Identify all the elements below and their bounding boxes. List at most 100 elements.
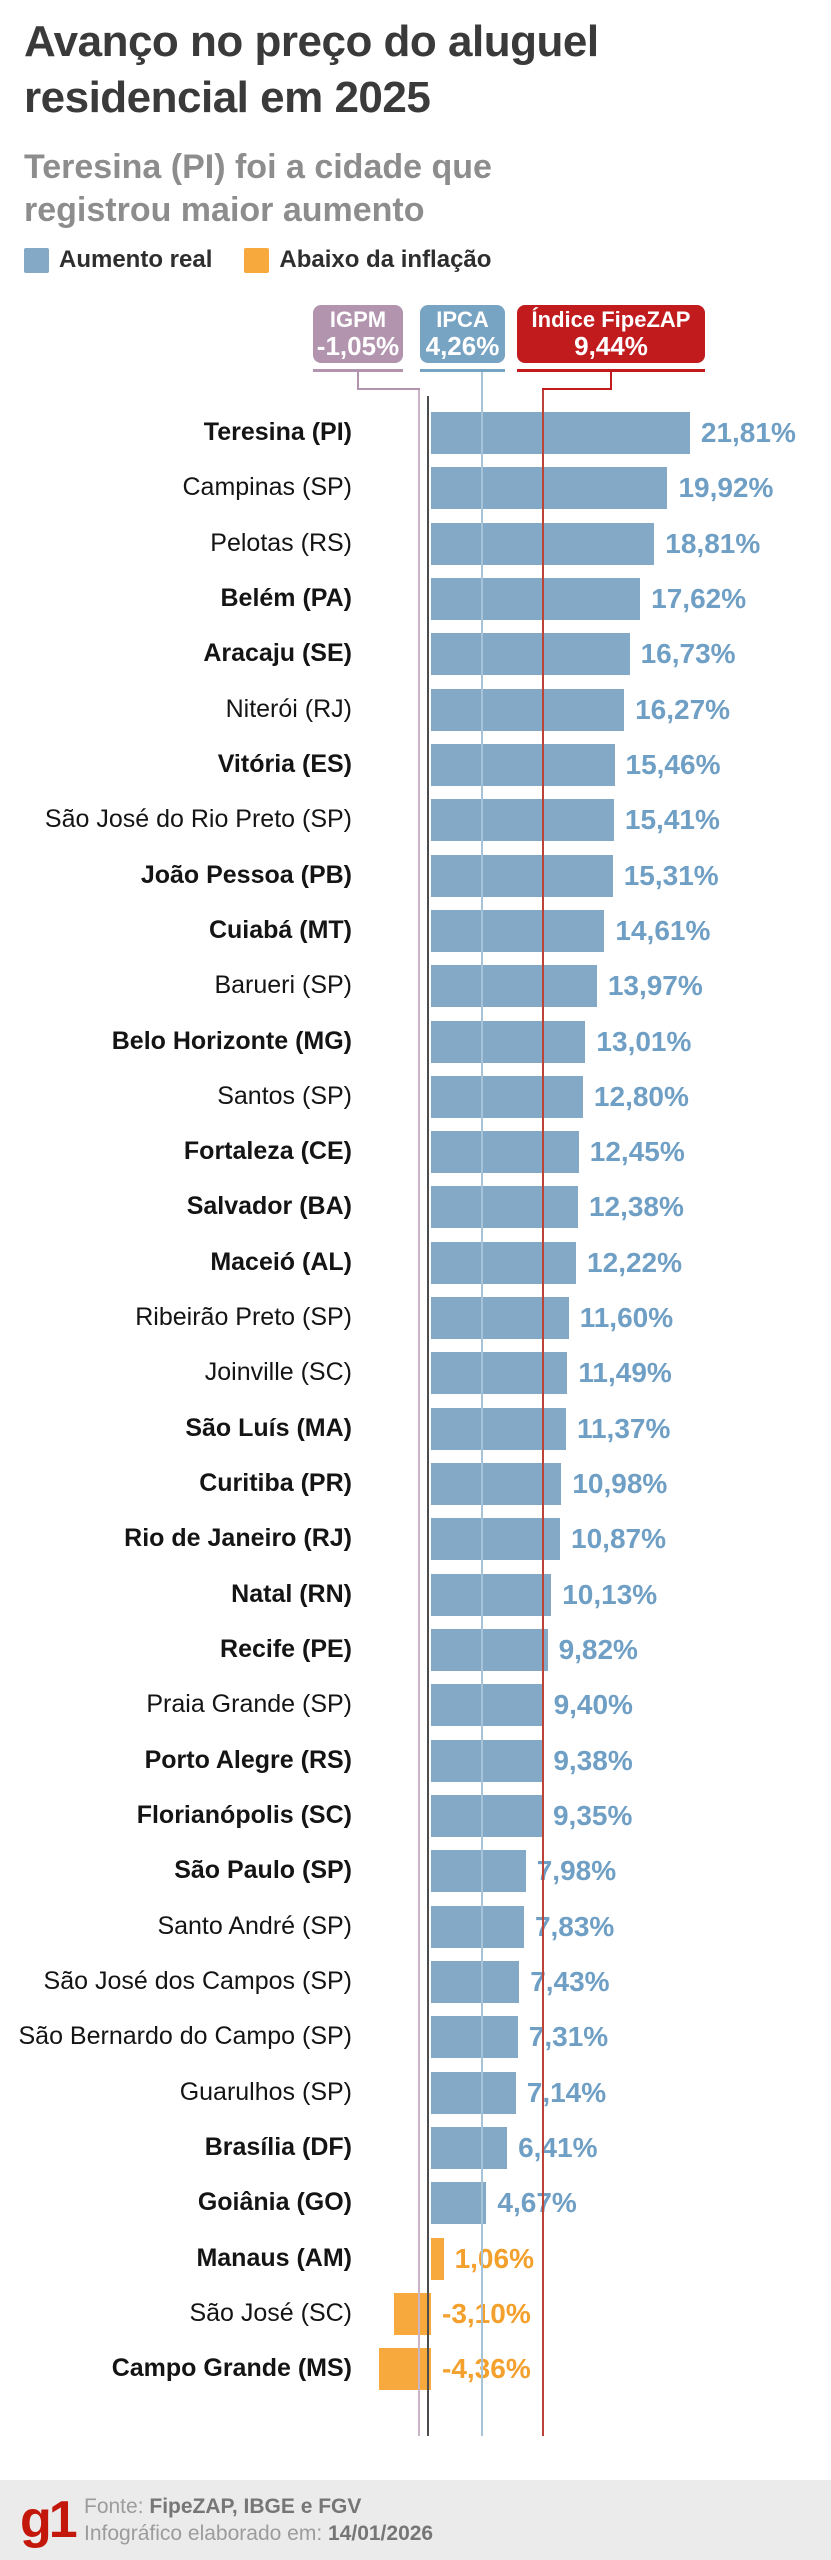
legend-swatch-below-inflation bbox=[244, 247, 270, 273]
city-label: Recife (PE) bbox=[220, 1635, 352, 1664]
value-label: 6,41% bbox=[518, 2131, 598, 2163]
city-label: Aracaju (SE) bbox=[203, 639, 352, 668]
bar bbox=[431, 577, 641, 620]
value-label: 15,31% bbox=[623, 859, 719, 891]
bar-row: Barueri (SP) 13,97% bbox=[0, 958, 831, 1013]
value-label: 10,98% bbox=[572, 1468, 668, 1500]
bar-row: Porto Alegre (RS) 9,38% bbox=[0, 1733, 831, 1788]
value-label: 14,61% bbox=[615, 914, 711, 946]
marker-igpm-underline bbox=[313, 369, 403, 372]
bar-row: Belém (PA) 17,62% bbox=[0, 571, 831, 626]
bar bbox=[431, 2126, 508, 2169]
g1-logo: g1 bbox=[20, 2491, 78, 2549]
bar bbox=[431, 965, 597, 1008]
city-label: Natal (RN) bbox=[231, 1579, 352, 1608]
bar-row: Salvador (BA) 12,38% bbox=[0, 1179, 831, 1234]
city-label: São Paulo (SP) bbox=[174, 1856, 352, 1885]
city-label: Maceió (AL) bbox=[210, 1247, 352, 1276]
bar bbox=[431, 1020, 586, 1063]
value-label: 9,40% bbox=[553, 1689, 633, 1721]
bar bbox=[431, 909, 605, 952]
marker-ipca: IPCA 4,26% bbox=[420, 305, 505, 372]
value-label: 15,46% bbox=[625, 748, 721, 780]
bar bbox=[431, 1352, 568, 1395]
bar bbox=[431, 1241, 577, 1284]
footer-text: Fonte: FipeZAP, IBGE e FGV Infográfico e… bbox=[84, 2494, 433, 2546]
city-label: Guarulhos (SP) bbox=[179, 2077, 352, 2106]
bar-row: São Bernardo do Campo (SP) 7,31% bbox=[0, 2009, 831, 2064]
value-label: 16,73% bbox=[640, 638, 736, 670]
bar-row: Joinville (SC) 11,49% bbox=[0, 1345, 831, 1400]
city-label: São José (SC) bbox=[189, 2298, 352, 2327]
city-label: Manaus (AM) bbox=[196, 2243, 352, 2272]
legend-label-real: Aumento real bbox=[59, 246, 213, 273]
bar-row: Natal (RN) 10,13% bbox=[0, 1567, 831, 1622]
bar-row: São Luís (MA) 11,37% bbox=[0, 1401, 831, 1456]
page-subtitle-line-1: Teresina (PI) foi a cidade que bbox=[24, 148, 492, 186]
connector-stub-fipezap bbox=[610, 372, 612, 390]
marker-ipca-underline bbox=[420, 369, 505, 372]
value-label: 15,41% bbox=[624, 804, 720, 836]
bar-row: Praia Grande (SP) 9,40% bbox=[0, 1677, 831, 1732]
bar-row: Cuiabá (MT) 14,61% bbox=[0, 903, 831, 958]
bar-row: Teresina (PI) 21,81% bbox=[0, 405, 831, 460]
footer-source: FipeZAP, IBGE e FGV bbox=[149, 2495, 362, 2518]
marker-fipezap-box: Índice FipeZAP 9,44% bbox=[517, 305, 705, 363]
page-subtitle: Teresina (PI) foi a cidade que registrou… bbox=[24, 146, 492, 232]
bar-row: Curitiba (PR) 10,98% bbox=[0, 1456, 831, 1511]
bar-row: Ribeirão Preto (SP) 11,60% bbox=[0, 1290, 831, 1345]
marker-igpm-name: IGPM bbox=[329, 307, 387, 332]
bar bbox=[431, 1518, 561, 1561]
value-label: 12,80% bbox=[593, 1080, 689, 1112]
footer: g1 Fonte: FipeZAP, IBGE e FGV Infográfic… bbox=[0, 2480, 831, 2560]
value-label: 12,38% bbox=[588, 1191, 684, 1223]
bar bbox=[431, 1739, 543, 1782]
city-label: Brasília (DF) bbox=[204, 2132, 352, 2161]
bar-row: Maceió (AL) 12,22% bbox=[0, 1235, 831, 1290]
city-label: Campinas (SP) bbox=[182, 473, 353, 502]
value-label: 11,60% bbox=[579, 1302, 674, 1334]
marker-fipezap: Índice FipeZAP 9,44% bbox=[517, 305, 705, 372]
page-title-line-2: residencial em 2025 bbox=[24, 73, 431, 122]
value-label: 13,01% bbox=[596, 1025, 692, 1057]
city-label: Santo André (SP) bbox=[157, 1911, 352, 1940]
city-label: Porto Alegre (RS) bbox=[144, 1745, 352, 1774]
city-label: Goiânia (GO) bbox=[197, 2188, 352, 2217]
footer-source-prefix: Fonte: bbox=[84, 2495, 144, 2518]
legend-item-below-inflation: Abaixo da inflação bbox=[244, 246, 491, 274]
value-label: 10,13% bbox=[562, 1578, 658, 1610]
value-label: 7,98% bbox=[536, 1855, 617, 1887]
city-label: Pelotas (RS) bbox=[210, 528, 352, 557]
connector-stub-igpm bbox=[357, 372, 359, 390]
bar-row: Florianópolis (SC) 9,35% bbox=[0, 1788, 831, 1843]
value-label: 9,38% bbox=[553, 1744, 633, 1776]
bar bbox=[431, 1186, 578, 1229]
legend-item-real: Aumento real bbox=[24, 246, 212, 274]
bar bbox=[431, 854, 613, 897]
bar bbox=[431, 1573, 552, 1616]
bar-row: São Paulo (SP) 7,98% bbox=[0, 1843, 831, 1898]
marker-fipezap-value: 9,44% bbox=[574, 331, 648, 361]
marker-fipezap-underline bbox=[517, 369, 705, 372]
bar-row: Santos (SP) 12,80% bbox=[0, 1069, 831, 1124]
city-label: Fortaleza (CE) bbox=[183, 1137, 352, 1166]
bar-row: Brasília (DF) 6,41% bbox=[0, 2120, 831, 2175]
bar bbox=[431, 467, 668, 510]
bar bbox=[431, 1297, 569, 1340]
city-label: São José dos Campos (SP) bbox=[43, 1966, 352, 1995]
city-label: Joinville (SC) bbox=[204, 1358, 352, 1387]
bar bbox=[431, 2016, 518, 2059]
footer-date-prefix: Infográfico elaborado em: bbox=[84, 2522, 323, 2545]
bar bbox=[431, 1960, 520, 2003]
marker-igpm-value: -1,05% bbox=[316, 331, 400, 361]
bar bbox=[431, 633, 630, 676]
bar-row: Goiânia (GO) 4,67% bbox=[0, 2175, 831, 2230]
bar bbox=[431, 1075, 583, 1118]
bar bbox=[431, 743, 615, 786]
connector-jog-igpm bbox=[357, 388, 420, 390]
value-label: 19,92% bbox=[678, 472, 774, 504]
bar bbox=[431, 1850, 526, 1893]
value-label: 11,49% bbox=[578, 1357, 672, 1389]
legend: Aumento real Abaixo da inflação bbox=[24, 246, 491, 274]
